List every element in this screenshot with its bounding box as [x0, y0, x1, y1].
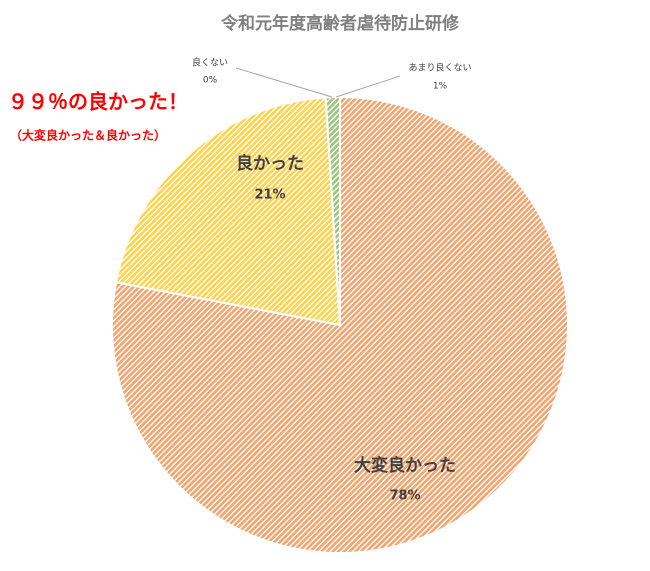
pie-slice	[114, 96, 342, 327]
data-label: 0%	[203, 76, 218, 86]
category-label: 良かった	[236, 153, 304, 174]
category-label: 大変良かった	[354, 455, 456, 476]
chart-title: 令和元年度高齢者虐待防止研修	[221, 13, 460, 34]
data-label: 78%	[389, 489, 420, 504]
category-label: 良くない	[192, 57, 228, 69]
category-label: あまり良くない	[408, 62, 471, 74]
data-label: 1%	[433, 82, 448, 92]
leader-line	[335, 75, 401, 98]
pie	[111, 95, 569, 554]
annotation: ９９％の良かった！	[8, 90, 188, 114]
data-label: 21%	[254, 188, 285, 203]
annotation: （大変良かった＆良かった）	[10, 128, 166, 143]
leader-line	[235, 67, 333, 98]
